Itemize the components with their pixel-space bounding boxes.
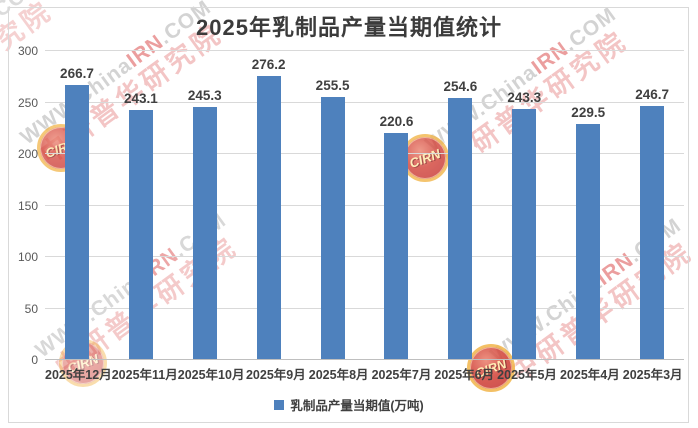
y-axis-tick-label: 0 xyxy=(31,353,38,367)
bar: 245.3 xyxy=(188,88,222,360)
bar-cell: 229.5 xyxy=(556,51,620,360)
bar: 220.6 xyxy=(380,114,413,360)
plot-area: 266.7 243.1 245.3 276.2 255.5 220.6 254.6 243.3… xyxy=(45,50,684,360)
legend-marker-icon xyxy=(274,399,285,410)
bar: 229.5 xyxy=(571,105,605,360)
bar-value-label: 254.6 xyxy=(443,78,478,94)
y-axis-labels: 0 50 100 150 200 250 300 xyxy=(8,44,38,367)
x-axis-tick-label: 2025年12月 xyxy=(45,368,112,382)
bar-value-label: 246.7 xyxy=(635,86,670,102)
gridline xyxy=(45,204,684,206)
x-axis-tick-label: 2025年4月 xyxy=(559,368,620,382)
bar-cell: 220.6 xyxy=(365,51,429,360)
bar-cell: 266.7 xyxy=(45,51,109,360)
gridline xyxy=(45,101,684,103)
bar-cell: 255.5 xyxy=(301,51,365,360)
x-axis-tick-label: 2025年10月 xyxy=(177,368,245,382)
x-axis-tick-label: 2025年7月 xyxy=(371,368,432,382)
bar-series: 266.7 243.1 245.3 276.2 255.5 220.6 254.6 243.3… xyxy=(45,51,684,360)
x-axis-tick-label: 2025年8月 xyxy=(308,368,369,382)
bar: 266.7 xyxy=(60,66,94,360)
bar-cell: 276.2 xyxy=(237,51,301,360)
bar-value-label: 229.5 xyxy=(571,104,606,120)
x-axis-tick-label: 2025年5月 xyxy=(497,368,557,382)
bar-cell: 243.1 xyxy=(109,51,173,360)
bar: 255.5 xyxy=(316,78,349,360)
y-axis-tick-label: 150 xyxy=(17,198,38,213)
bar: 243.1 xyxy=(124,91,158,360)
bar: 254.6 xyxy=(443,79,477,360)
bar-cell: 246.7 xyxy=(620,51,684,360)
gridline xyxy=(45,256,684,257)
chart-title: 2025年乳制品产量当期值统计 xyxy=(196,15,502,40)
y-axis-tick-label: 100 xyxy=(17,250,38,264)
bar: 243.3 xyxy=(507,90,541,360)
bar-value-label: 276.2 xyxy=(251,56,286,72)
bar: 276.2 xyxy=(252,57,286,360)
x-axis-tick-label: 2025年11月 xyxy=(111,368,178,382)
legend-label: 乳制品产量当期值(万吨) xyxy=(290,399,424,413)
bar-value-label: 245.3 xyxy=(187,88,222,104)
bar-value-label: 266.7 xyxy=(60,66,94,82)
gridline xyxy=(45,307,684,309)
legend: 乳制品产量当期值(万吨) xyxy=(0,395,698,414)
gridline xyxy=(45,50,684,51)
bar-cell: 243.3 xyxy=(492,51,556,360)
gridline xyxy=(45,153,684,154)
x-axis-line xyxy=(45,359,684,360)
bar-value-label: 243.3 xyxy=(507,90,542,106)
y-axis-tick-label: 250 xyxy=(17,95,38,110)
bar: 246.7 xyxy=(635,87,669,360)
bar-value-label: 220.6 xyxy=(379,113,414,129)
x-axis-tick-label: 2025年9月 xyxy=(245,368,306,382)
x-axis-tick-label: 2025年6月 xyxy=(434,368,495,382)
y-axis-tick-label: 200 xyxy=(17,147,38,161)
x-axis-tick-label: 2025年3月 xyxy=(622,368,683,382)
bar-value-label: 255.5 xyxy=(315,77,350,93)
bar-cell: 254.6 xyxy=(428,51,492,360)
bar-value-label: 243.1 xyxy=(123,90,158,106)
bar-cell: 245.3 xyxy=(173,51,237,360)
y-axis-tick-label: 300 xyxy=(17,44,38,58)
y-axis-tick-label: 50 xyxy=(24,301,38,316)
x-axis-labels: 2025年12月 2025年11月 2025年10月 2025年9月 2025年8月 20… xyxy=(45,364,684,383)
